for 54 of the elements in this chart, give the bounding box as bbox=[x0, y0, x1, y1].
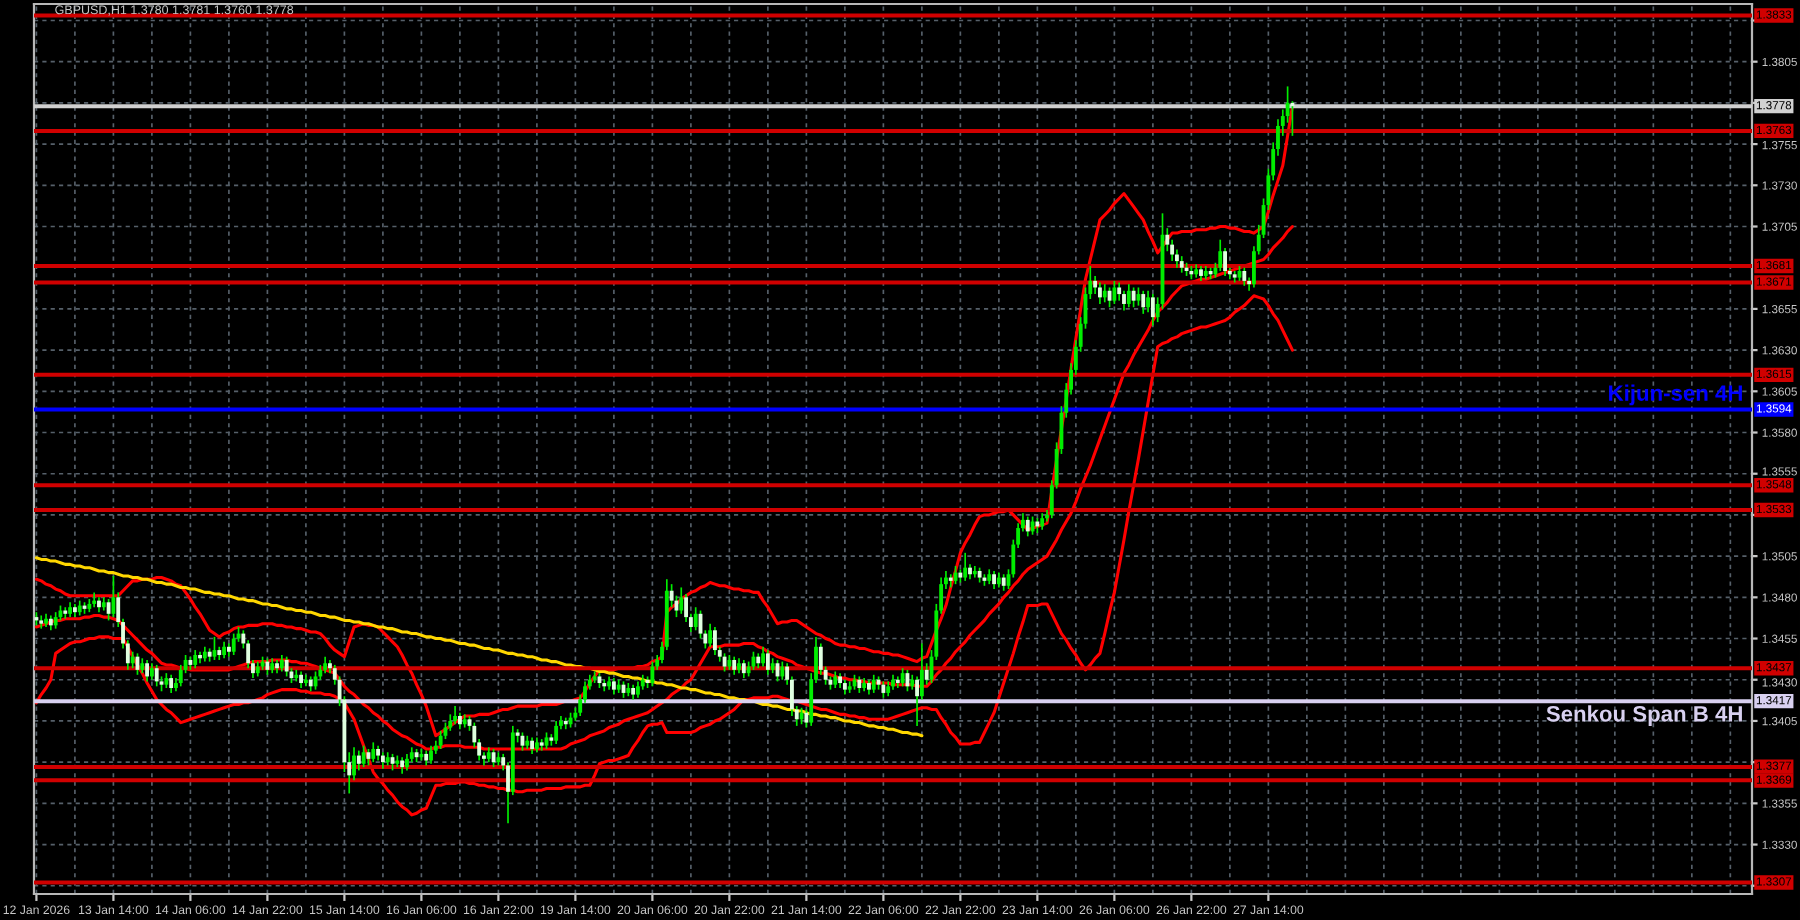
candlestick bbox=[92, 591, 97, 609]
candlestick bbox=[1218, 238, 1223, 272]
candlestick bbox=[708, 622, 713, 648]
candlestick bbox=[284, 655, 289, 678]
candlestick bbox=[39, 614, 44, 630]
candlestick bbox=[361, 744, 366, 768]
candlestick bbox=[650, 660, 655, 688]
candlestick bbox=[169, 673, 174, 694]
line-series bbox=[34, 294, 1294, 817]
candlestick bbox=[1242, 266, 1247, 287]
candlestick bbox=[453, 705, 457, 726]
candlestick bbox=[193, 649, 198, 670]
candlestick bbox=[356, 749, 361, 772]
candlestick bbox=[761, 645, 765, 668]
annotation: Senkou Span B 4H bbox=[1546, 705, 1742, 727]
candlestick bbox=[780, 660, 785, 681]
candlestick bbox=[1175, 248, 1179, 269]
candlestick bbox=[900, 667, 905, 688]
line-series bbox=[34, 104, 1294, 738]
candlestick bbox=[963, 551, 968, 582]
candlestick bbox=[895, 675, 900, 689]
candlestick bbox=[732, 655, 737, 676]
candlestick bbox=[429, 744, 433, 765]
candlestick bbox=[371, 741, 376, 763]
candlestick bbox=[992, 570, 996, 590]
candlestick bbox=[106, 598, 111, 622]
candlestick bbox=[438, 729, 443, 750]
candlestick bbox=[1131, 286, 1136, 309]
candlestick bbox=[145, 659, 150, 683]
candlestick bbox=[1102, 283, 1107, 304]
candlestick bbox=[1112, 280, 1117, 305]
annotation: Kijun-sen 4H bbox=[1609, 384, 1742, 406]
candlestick bbox=[63, 606, 68, 620]
candlestick bbox=[1150, 293, 1155, 327]
candlestick bbox=[1290, 100, 1295, 137]
candlestick bbox=[554, 720, 559, 745]
candlestick bbox=[693, 606, 698, 632]
candlestick bbox=[948, 573, 953, 589]
candlestick bbox=[765, 649, 770, 676]
candlestick bbox=[741, 659, 746, 679]
candlestick bbox=[231, 632, 236, 656]
candlestick bbox=[1122, 289, 1126, 312]
candlestick bbox=[1141, 289, 1146, 315]
line-series bbox=[34, 556, 924, 738]
candlestick bbox=[679, 586, 684, 615]
candlestick bbox=[972, 565, 977, 579]
candlestick bbox=[1098, 281, 1102, 305]
candlestick bbox=[871, 673, 876, 694]
candlestick bbox=[1223, 247, 1227, 277]
candlestick bbox=[154, 664, 159, 688]
candlestick bbox=[1126, 283, 1131, 309]
candlestick bbox=[713, 626, 717, 656]
candlestick bbox=[1025, 515, 1030, 538]
candlestick bbox=[491, 748, 496, 768]
